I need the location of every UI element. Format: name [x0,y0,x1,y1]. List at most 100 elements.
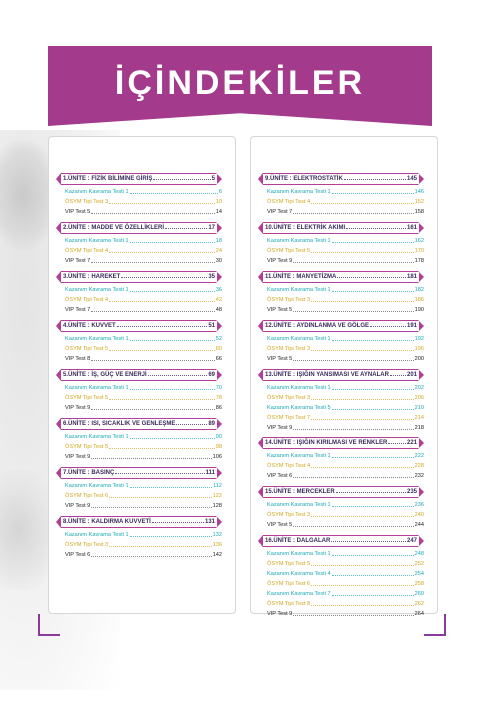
test-entry[interactable]: Kazanım Kavrama Testi 1 18 [56,235,228,244]
test-entry[interactable]: VIP Test 5 14 [56,206,228,215]
unit-heading[interactable]: 4.ÜNİTE : KUVVET 51 [53,320,229,332]
test-entry[interactable]: ÖSYM Tipi Test 5 252 [258,558,430,567]
test-entry[interactable]: ÖSYM Tipi Test 4 24 [56,245,228,254]
test-entry[interactable]: VIP Test 9 264 [258,608,430,617]
test-entry[interactable]: VIP Test 8 66 [56,353,228,362]
leader-dots [165,225,208,229]
test-entry[interactable]: Kazanım Kavrama Testi 1 202 [258,382,430,391]
test-entry[interactable]: ÖSYM Tipi Test 7 214 [258,412,430,421]
leader-dots [109,496,212,498]
test-name: Kazanım Kavrama Testi 1 [65,434,129,440]
unit-heading[interactable]: 3.ÜNİTE : HAREKET 35 [53,271,229,283]
leader-dots [331,456,414,458]
test-entry[interactable]: ÖSYM Tipi Test 3 240 [258,509,430,518]
test-entry[interactable]: ÖSYM Tipi Test 6 122 [56,490,228,499]
test-entry[interactable]: VIP Test 5 244 [258,519,430,528]
test-entry[interactable]: ÖSYM Tipi Test 5 78 [56,392,228,401]
test-page-number: 162 [414,238,424,244]
test-entry[interactable]: VIP Test 6 142 [56,549,228,558]
unit-page-number: 111 [205,470,215,476]
test-entry[interactable]: ÖSYM Tipi Test 3 206 [258,392,430,401]
unit-heading-box: 12.ÜNİTE : AYDINLANMA VE GÖLGE 191 [263,321,419,331]
unit-heading-box: 11.ÜNİTE : MANYETİZMA 181 [263,272,419,282]
unit-heading[interactable]: 10.ÜNİTE : ELEKTRİK AKIMI 161 [255,222,431,234]
unit-heading[interactable]: 11.ÜNİTE : MANYETİZMA 181 [255,271,431,283]
test-page-number: 48 [215,307,222,313]
test-entry[interactable]: VIP Test 9 106 [56,451,228,460]
test-entry[interactable]: Kazanım Kavrama Testi 4 254 [258,568,430,577]
test-entry[interactable]: ÖSYM Tipi Test 3 136 [56,539,228,548]
test-entry[interactable]: ÖSYM Tipi Test 5 98 [56,441,228,450]
test-entry[interactable]: Kazanım Kavrama Testi 1 192 [258,333,430,342]
unit-heading[interactable]: 12.ÜNİTE : AYDINLANMA VE GÖLGE 191 [255,320,431,332]
test-entry[interactable]: Kazanım Kavrama Testi 1 70 [56,382,228,391]
leader-dots [311,466,414,468]
test-entry[interactable]: ÖSYM Tipi Test 3 10 [56,196,228,205]
test-entry[interactable]: ÖSYM Tipi Test 4 228 [258,460,430,469]
test-entry[interactable]: VIP Test 7 158 [258,206,430,215]
unit-page-number: 145 [406,176,417,182]
test-page-number: 30 [215,258,222,264]
test-entry[interactable]: Kazanım Kavrama Testi 1 236 [258,499,430,508]
unit-heading[interactable]: 5.ÜNİTE : İŞ, GÜÇ VE ENERJİ 69 [53,369,229,381]
unit-heading[interactable]: 7.ÜNİTE : BASINÇ 111 [53,467,229,479]
test-entry[interactable]: VIP Test 5 190 [258,304,430,313]
test-entry[interactable]: Kazanım Kavrama Testi 1 90 [56,431,228,440]
test-entry[interactable]: VIP Test 7 48 [56,304,228,313]
leader-dots [293,261,414,263]
test-entry[interactable]: Kazanım Kavrama Testi 1 222 [258,450,430,459]
test-entry[interactable]: VIP Test 5 200 [258,353,430,362]
test-entry[interactable]: Kazanım Kavrama Testi 1 6 [56,186,228,195]
test-entry[interactable]: Kazanım Kavrama Testi 1 36 [56,284,228,293]
unit-heading[interactable]: 1.ÜNİTE : FİZİK BİLİMİNE GİRİŞ 5 [53,173,229,185]
test-entry[interactable]: VIP Test 6 232 [258,470,430,479]
unit-heading[interactable]: 14.ÜNİTE : IŞIĞIN KIRILMASI VE RENKLER 22… [255,437,431,449]
test-entry[interactable]: Kazanım Kavrama Testi 1 146 [258,186,430,195]
test-entry[interactable]: VIP Test 9 218 [258,422,430,431]
test-page-number: 132 [212,532,222,538]
leader-dots [109,398,215,400]
test-entry[interactable]: ÖSYM Tipi Test 6 258 [258,578,430,587]
test-entry[interactable]: Kazanım Kavrama Testi 1 182 [258,284,430,293]
test-entry[interactable]: Kazanım Kavrama Testi 7 260 [258,588,430,597]
test-entry[interactable]: ÖSYM Tipi Test 8 262 [258,598,430,607]
test-name: ÖSYM Tipi Test 3 [65,542,109,548]
test-entry[interactable]: ÖSYM Tipi Test 5 170 [258,245,430,254]
test-page-number: 36 [215,287,222,293]
test-entry[interactable]: Kazanım Kavrama Testi 1 248 [258,548,430,557]
unit-heading[interactable]: 13.ÜNİTE : IŞIĞIN YANSIMASI VE AYNALAR 20… [255,369,431,381]
test-entry[interactable]: Kazanım Kavrama Testi 5 210 [258,402,430,411]
unit-heading[interactable]: 2.ÜNİTE : MADDE VE ÖZELLİKLERİ 17 [53,222,229,234]
test-entry[interactable]: Kazanım Kavrama Testi 1 162 [258,235,430,244]
test-entry[interactable]: VIP Test 9 128 [56,500,228,509]
unit-heading[interactable]: 16.ÜNİTE : DALGALAR 247 [255,535,431,547]
test-entry[interactable]: ÖSYM Tipi Test 4 42 [56,294,228,303]
test-name: ÖSYM Tipi Test 3 [65,199,109,205]
test-name: Kazanım Kavrama Testi 1 [267,385,331,391]
unit-heading[interactable]: 15.ÜNİTE : MERCEKLER 235 [255,486,431,498]
test-entry[interactable]: VIP Test 9 86 [56,402,228,411]
unit-heading[interactable]: 6.ÜNİTE : ISI, SICAKLIK VE GENLEŞME 89 [53,418,229,430]
test-entry[interactable]: VIP Test 7 30 [56,255,228,264]
unit-title: 5.ÜNİTE : İŞ, GÜÇ VE ENERJİ [63,372,147,378]
test-entry[interactable]: ÖSYM Tipi Test 4 152 [258,196,430,205]
leader-dots [331,192,414,194]
leader-dots [311,251,414,253]
unit-heading[interactable]: 9.ÜNİTE : ELEKTROSTATİK 145 [255,173,431,185]
test-entry[interactable]: ÖSYM Tipi Test 3 186 [258,294,430,303]
test-entry[interactable]: VIP Test 9 178 [258,255,430,264]
leader-dots [311,202,414,204]
leader-dots [388,440,406,444]
test-page-number: 186 [414,297,424,303]
test-page-number: 248 [414,551,424,557]
test-entry[interactable]: Kazanım Kavrama Testi 1 52 [56,333,228,342]
test-name: Kazanım Kavrama Testi 1 [267,238,331,244]
test-entry[interactable]: Kazanım Kavrama Testi 1 112 [56,480,228,489]
unit-heading[interactable]: 8.ÜNİTE : KALDIRMA KUVVETİ 131 [53,516,229,528]
test-name: Kazanım Kavrama Testi 1 [267,502,331,508]
test-entry[interactable]: Kazanım Kavrama Testi 1 132 [56,529,228,538]
test-entry[interactable]: ÖSYM Tipi Test 3 196 [258,343,430,352]
test-entry[interactable]: ÖSYM Tipi Test 5 60 [56,343,228,352]
test-name: VIP Test 5 [267,307,293,313]
unit-page-number: 69 [208,372,215,378]
